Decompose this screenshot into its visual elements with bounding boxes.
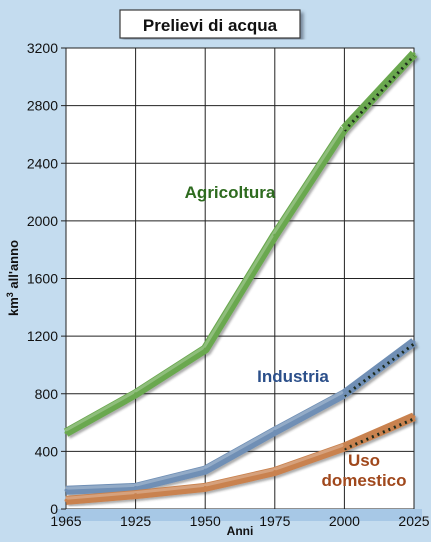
x-axis-strip — [56, 509, 422, 521]
x-tick-label-5: 2025 — [398, 513, 429, 529]
series-1-point-3 — [273, 429, 277, 433]
series-0-point-1 — [134, 392, 138, 396]
x-tick-label-1: 1925 — [120, 513, 151, 529]
series-projection-1 — [341, 338, 417, 398]
x-axis-label: Anni — [227, 524, 254, 538]
series-highlight-1 — [64, 390, 345, 490]
series-0-point-2 — [203, 347, 207, 351]
series-1-point-4 — [342, 392, 346, 396]
series-highlight-2 — [64, 443, 344, 500]
series-projection-dots-0 — [343, 54, 416, 132]
series-label-2: Uso domestico — [321, 451, 406, 490]
series-labels: Agricoltura Industria Uso domestico — [185, 183, 407, 490]
x-axis: 1965 1925 1950 1975 2000 2025 — [50, 513, 429, 529]
series-lines — [63, 50, 418, 505]
series-label-2-line-1: domestico — [321, 471, 406, 490]
series-projection-dots-2 — [343, 417, 415, 451]
y-tick-label-3: 1200 — [27, 328, 58, 344]
y-tick-label-4: 1600 — [27, 271, 58, 287]
y-tick-label-0: 0 — [50, 501, 58, 517]
title-box — [119, 9, 301, 39]
series-projection-dots-1 — [343, 342, 415, 397]
series-label-0: Agricoltura — [185, 183, 276, 202]
y-tick-label-6: 2400 — [27, 155, 58, 171]
y-tick-label-7: 2800 — [27, 98, 58, 114]
x-tick-label-0: 1965 — [50, 513, 81, 529]
x-tick-label-2: 1950 — [190, 513, 221, 529]
series-1-point-0 — [64, 488, 68, 492]
series-2-point-5 — [412, 415, 416, 419]
series-projection-2 — [342, 412, 416, 452]
series-label-1-line-0: Industria — [257, 367, 329, 386]
y-tick-label-1: 400 — [35, 443, 59, 459]
chart-title: Prelievi di acqua — [143, 16, 278, 35]
x-axis-band — [56, 509, 422, 521]
series-2-point-1 — [134, 493, 138, 497]
series-1 — [64, 338, 417, 495]
series-2-point-0 — [64, 498, 68, 502]
series-2-point-3 — [273, 470, 277, 474]
series-2 — [64, 412, 416, 505]
series-1-point-5 — [412, 340, 416, 344]
series-1-point-2 — [203, 468, 207, 472]
series-0-point-5 — [412, 52, 416, 56]
series-2-point-4 — [342, 445, 346, 449]
series-label-1: Industria — [257, 367, 329, 386]
series-label-2-line-0: Uso — [348, 451, 380, 470]
series-2-point-2 — [203, 485, 207, 489]
series-0 — [63, 50, 418, 437]
x-tick-label-4: 2000 — [329, 513, 360, 529]
series-highlight-0 — [64, 125, 345, 432]
series-0-point-4 — [342, 127, 346, 131]
y-tick-label-2: 800 — [35, 386, 59, 402]
y-tick-label-8: 3200 — [27, 40, 58, 56]
series-1-point-1 — [134, 485, 138, 489]
y-tick-label-5: 2000 — [27, 213, 58, 229]
x-tick-label-3: 1975 — [259, 513, 290, 529]
y-axis: 0 400 800 1200 1600 2000 2400 2800 3200 — [27, 40, 66, 517]
series-0-point-3 — [273, 233, 277, 237]
y-axis-label: km3 all'anno — [5, 240, 21, 316]
series-0-point-0 — [64, 431, 68, 435]
series-label-0-line-0: Agricoltura — [185, 183, 276, 202]
